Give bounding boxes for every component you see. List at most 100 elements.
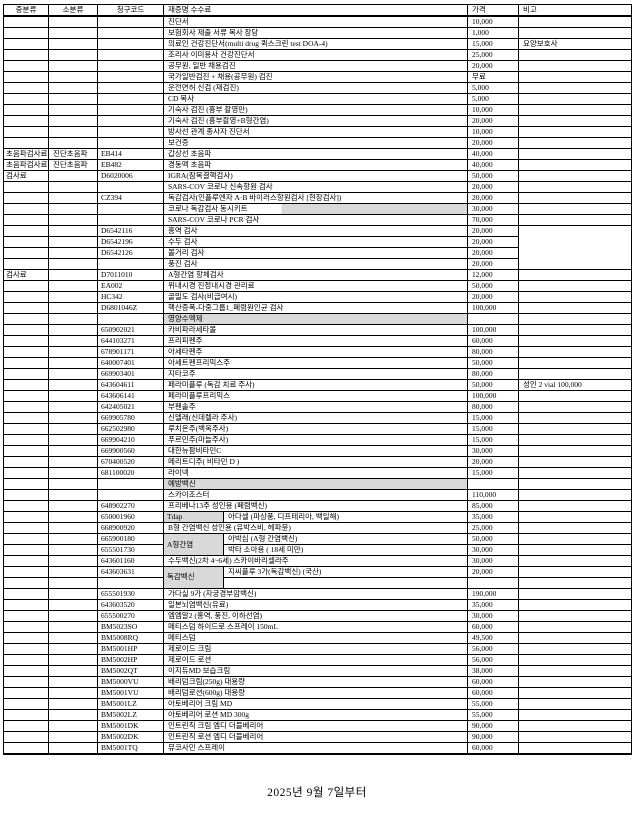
cell-claim-code: BM5000VU bbox=[97, 675, 164, 688]
cell-price bbox=[467, 577, 519, 589]
table-row: 640007401 아세트펜프리믹스주 50,000 bbox=[3, 357, 632, 369]
cell-subcategory bbox=[48, 357, 98, 369]
table-row: CZ394 독감검사(인플루엔자 A·B 바이러스항원검사 [현장검사]) 20,0… bbox=[3, 192, 632, 204]
cell-note bbox=[518, 148, 632, 160]
table-row: BM5008RQ 메티스덤 49,500 bbox=[3, 631, 632, 644]
cell-item-name: 제로이드 크림 bbox=[163, 642, 468, 655]
cell-claim-code: EB482 bbox=[97, 159, 164, 171]
cell-note bbox=[518, 708, 632, 721]
cell-price: 50,000 bbox=[467, 379, 519, 391]
cell-category bbox=[3, 555, 49, 567]
cell-claim-code bbox=[97, 82, 164, 94]
cell-item-name: 위내시경 진정내시경 관리료 bbox=[163, 280, 468, 292]
cell-subcategory bbox=[48, 478, 98, 490]
cell-note bbox=[518, 93, 632, 105]
cell-category bbox=[3, 313, 49, 325]
cell-subcategory bbox=[48, 555, 98, 567]
cell-note bbox=[518, 126, 632, 138]
cell-item-name: 아다셀 (파상풍, 디프테리아, 백일해) bbox=[223, 511, 468, 523]
cell-note bbox=[518, 730, 632, 743]
section-row: 예방백신 bbox=[3, 478, 632, 490]
cell-price: 90,000 bbox=[467, 730, 519, 743]
cell-price: 무료 bbox=[467, 71, 519, 83]
cell-subcategory bbox=[48, 577, 98, 589]
cell-note bbox=[518, 412, 632, 424]
cell-note bbox=[518, 664, 632, 677]
section-row: 영양수액제 bbox=[3, 313, 632, 325]
cell-note bbox=[518, 291, 632, 303]
table-row bbox=[3, 577, 632, 589]
cell-subcategory bbox=[48, 456, 98, 468]
table-row: 기숙사 검진 (흉부촬영+B형간염) 20,000 bbox=[3, 115, 632, 127]
table-row: SARS-COV 코로나 신속항원 검사 20,000 bbox=[3, 181, 632, 193]
cell-price: 30,000 bbox=[467, 555, 519, 567]
cell-category bbox=[3, 379, 49, 391]
cell-claim-code bbox=[97, 313, 164, 325]
cell-subcategory bbox=[48, 664, 98, 677]
column-header-item-fee: 재증명 수수료 bbox=[163, 4, 468, 17]
cell-claim-code: 662502980 bbox=[97, 423, 164, 435]
cell-note: 성인 2 vial 100,000 bbox=[518, 379, 632, 391]
cell-item-name: 페라미플루 (독감 치료 주사) bbox=[163, 379, 468, 391]
cell-subcategory bbox=[48, 533, 98, 545]
cell-note bbox=[518, 302, 632, 314]
cell-note bbox=[518, 225, 632, 270]
table-row: HC342 골밀도 검사(비급여시) 20,000 bbox=[3, 291, 632, 303]
table-row: 678901171 아세타펜주 80,000 bbox=[3, 346, 632, 358]
cell-claim-code bbox=[97, 489, 164, 501]
cell-price: 60,000 bbox=[467, 675, 519, 688]
cell-price: 30,000 bbox=[467, 609, 519, 622]
cell-note bbox=[518, 269, 632, 281]
cell-note bbox=[518, 587, 632, 600]
cell-item-name: 일본뇌염백신(유료) bbox=[163, 598, 468, 611]
cell-note bbox=[518, 15, 632, 28]
cell-note bbox=[518, 324, 632, 336]
cell-category bbox=[3, 489, 49, 501]
table-row: 643601160 수두백신(2차 4~6세) 스카이바리셀라주 30,000 bbox=[3, 555, 632, 567]
table-row: EA002 위내시경 진정내시경 관리료 50,000 bbox=[3, 280, 632, 292]
cell-item-name: B형 간염백신 성인용 (유박스비, 헤파뮨) bbox=[163, 522, 468, 534]
cell-note bbox=[518, 467, 632, 479]
cell-item-name: 신델래(신데렐라 주사) bbox=[163, 412, 468, 424]
cell-category bbox=[3, 587, 49, 600]
cell-subcategory bbox=[48, 697, 98, 710]
cell-note bbox=[518, 357, 632, 369]
cell-category bbox=[3, 445, 49, 457]
cell-category bbox=[3, 27, 49, 39]
cell-note bbox=[518, 368, 632, 380]
cell-item-name: 아세트펜프리믹스주 bbox=[163, 357, 468, 369]
cell-price: 70,000 bbox=[467, 214, 519, 226]
cell-category: 검사료 bbox=[3, 269, 49, 281]
cell-note bbox=[518, 170, 632, 182]
cell-price: 5,000 bbox=[467, 82, 519, 94]
cell-item-name: 가다실 9가 (자궁경부암백신) bbox=[163, 587, 468, 600]
cell-subcategory bbox=[48, 631, 98, 644]
cell-category bbox=[3, 82, 49, 94]
cell-note bbox=[518, 620, 632, 633]
cell-item-name: 보험회사 제출 서류 복사 장당 bbox=[163, 27, 468, 39]
cell-category bbox=[3, 390, 49, 402]
cell-subcategory bbox=[48, 368, 98, 380]
cell-item-name: 아토베리어 크림 MD bbox=[163, 697, 468, 710]
cell-item-name: 메티스덤 하이드로 스프레이 150mL bbox=[163, 620, 468, 633]
cell-claim-code: 642405021 bbox=[97, 401, 164, 413]
cell-category bbox=[3, 566, 49, 578]
column-header-note: 비고 bbox=[518, 4, 632, 17]
table-row: BM5001HP 제로이드 크림 56,000 bbox=[3, 642, 632, 655]
cell-claim-code bbox=[97, 203, 164, 215]
cell-claim-code: BM5002HP bbox=[97, 653, 164, 666]
cell-subcategory bbox=[48, 686, 98, 699]
cell-item-name: SARS-COV 코로나 신속항원 검사 bbox=[163, 181, 468, 193]
cell-category bbox=[3, 697, 49, 710]
cell-item-name: 갑상선 초음파 bbox=[163, 148, 468, 160]
cell-item-name: 라이넥 bbox=[163, 467, 468, 479]
cell-subcategory bbox=[48, 522, 98, 534]
cell-note bbox=[518, 456, 632, 468]
cell-item-name: 경동맥 초음파 bbox=[163, 159, 468, 171]
cell-item-name: 기숙사 검진 (흉부 촬영만) bbox=[163, 104, 468, 116]
cell-note bbox=[518, 280, 632, 292]
cell-note bbox=[518, 82, 632, 94]
cell-claim-code: 655500270 bbox=[97, 609, 164, 622]
cell-category bbox=[3, 258, 49, 270]
cell-category bbox=[3, 357, 49, 369]
